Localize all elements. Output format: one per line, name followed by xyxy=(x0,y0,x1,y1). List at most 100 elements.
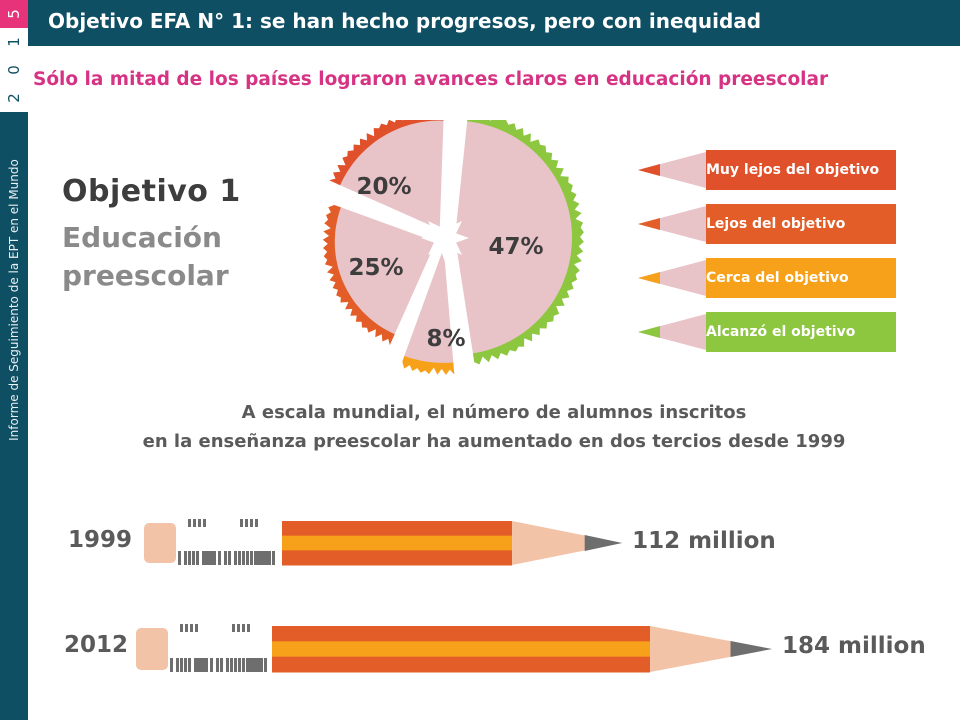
year-digit: 0 xyxy=(4,65,23,75)
pencil-body-stripe xyxy=(282,550,513,566)
pencil-wood-tip xyxy=(512,521,623,565)
ferrule-mark xyxy=(188,519,191,527)
pie-slice-rim xyxy=(322,205,395,346)
ferrule-mark xyxy=(230,658,233,672)
ferrule-mark xyxy=(185,624,188,632)
pencil-bar: 2012 184 million xyxy=(0,612,960,692)
pencil-body-stripe xyxy=(282,535,513,551)
ferrule-mark xyxy=(218,551,221,565)
ferrule-mark xyxy=(216,658,219,672)
pencil-graphic xyxy=(144,519,623,566)
year-digit: 5 xyxy=(0,0,28,28)
legend-pencil-tip xyxy=(638,150,896,190)
pie-slice-label: 20% xyxy=(356,174,411,200)
pie-slice-wedge xyxy=(403,247,454,366)
header-band: Objetivo EFA N° 1: se han hecho progreso… xyxy=(28,0,960,46)
legend-item: Cerca del objetivo xyxy=(636,258,896,298)
pencil-body-stripe xyxy=(272,641,650,658)
ferrule-mark xyxy=(260,658,263,672)
ferrule-mark xyxy=(255,519,258,527)
ferrule-mark xyxy=(238,551,241,565)
pencil-wood-tip xyxy=(650,626,772,672)
pencil-value-label: 112 million xyxy=(632,528,776,554)
pie-slice-label: 25% xyxy=(348,255,403,281)
ferrule-mark xyxy=(256,658,259,672)
pie-slice xyxy=(402,247,455,375)
legend-label: Alcanzó el objetivo xyxy=(706,312,896,352)
pie-center xyxy=(421,214,469,262)
caption-line: en la enseñanza preescolar ha aumentado … xyxy=(142,431,846,452)
pencil-bar: 1999 112 million xyxy=(0,505,960,585)
legend-tip-wood xyxy=(638,314,706,350)
legend-tip-lead xyxy=(638,218,660,230)
ferrule-mark xyxy=(188,658,191,672)
ferrule-mark xyxy=(210,658,213,672)
legend-item: Alcanzó el objetivo xyxy=(636,312,896,352)
ferrule-mark xyxy=(180,624,183,632)
legend-item: Muy lejos del objetivo xyxy=(636,150,896,190)
ferrule-mark xyxy=(268,551,271,565)
legend-pencil-tip xyxy=(638,258,896,298)
pie-slice-label: 47% xyxy=(488,234,543,260)
ferrule-mark xyxy=(196,551,199,565)
pie-slice-wedge xyxy=(331,206,436,337)
legend-label-text: Cerca del objetivo xyxy=(706,270,849,286)
legend-label: Lejos del objetivo xyxy=(706,204,896,244)
ferrule-mark xyxy=(184,551,187,565)
pencil-lead xyxy=(584,535,623,551)
ferrule-mark xyxy=(188,551,191,565)
pie-slice xyxy=(322,205,436,346)
ferrule-mark xyxy=(203,519,206,527)
pencil-graphic xyxy=(136,624,772,673)
year-digit: 1 xyxy=(4,37,23,47)
legend-tip-lead xyxy=(638,164,660,176)
ferrule-mark xyxy=(237,624,240,632)
ferrule-mark xyxy=(180,658,183,672)
legend-swatch xyxy=(706,312,896,352)
legend-tip-lead xyxy=(638,272,660,284)
pie-chart: 47% 8% 25% 20% xyxy=(322,120,584,375)
legend-label-text: Muy lejos del objetivo xyxy=(706,162,880,178)
ferrule-mark xyxy=(240,519,243,527)
ferrule-mark xyxy=(246,551,249,565)
ferrule-mark xyxy=(226,658,229,672)
ferrule-mark xyxy=(176,658,179,672)
ferrule-mark xyxy=(272,551,275,565)
pencil-body-stripe xyxy=(282,521,513,537)
pencil-year-label: 2012 xyxy=(64,632,129,658)
legend-pencil-tip xyxy=(638,312,896,352)
pencil-eraser xyxy=(144,523,176,563)
pencil-year-label: 1999 xyxy=(68,527,133,553)
ferrule-mark xyxy=(232,624,235,632)
ferrule-mark xyxy=(194,658,208,672)
slide-title: Objetivo EFA N° 1: se han hecho progreso… xyxy=(48,9,762,33)
pie-slice xyxy=(329,120,444,230)
goal-title: Objetivo 1 xyxy=(62,174,241,209)
ferrule-mark xyxy=(224,551,227,565)
ferrule-mark xyxy=(184,658,187,672)
ferrule-mark xyxy=(228,551,231,565)
pencil-eraser xyxy=(136,628,168,670)
pie-slice-rim xyxy=(329,120,444,186)
pie-slice-rim xyxy=(402,356,455,375)
goal-subtitle-line: preescolar xyxy=(62,259,229,292)
pie-slice xyxy=(455,120,584,365)
legend-swatch xyxy=(706,204,896,244)
slide-subtitle: Sólo la mitad de los países lograron ava… xyxy=(33,69,829,90)
legend-swatch xyxy=(706,258,896,298)
ferrule-mark xyxy=(250,519,253,527)
ferrule-mark xyxy=(250,551,253,565)
legend-label-text: Lejos del objetivo xyxy=(706,216,846,232)
legend-tip-wood xyxy=(638,260,706,296)
ferrule-mark xyxy=(198,519,201,527)
report-name-vertical: Informe de Seguimiento de la EPT en el M… xyxy=(7,159,21,441)
legend-tip-lead xyxy=(638,326,660,338)
goal-subtitle: Educación preescolar xyxy=(62,219,229,295)
ferrule-mark xyxy=(238,658,241,672)
ferrule-mark xyxy=(264,551,267,565)
ferrule-mark xyxy=(190,624,193,632)
ferrule-mark xyxy=(192,551,195,565)
ferrule-mark xyxy=(195,624,198,632)
pie-slice-rim xyxy=(467,120,584,365)
ferrule-mark xyxy=(264,658,267,672)
